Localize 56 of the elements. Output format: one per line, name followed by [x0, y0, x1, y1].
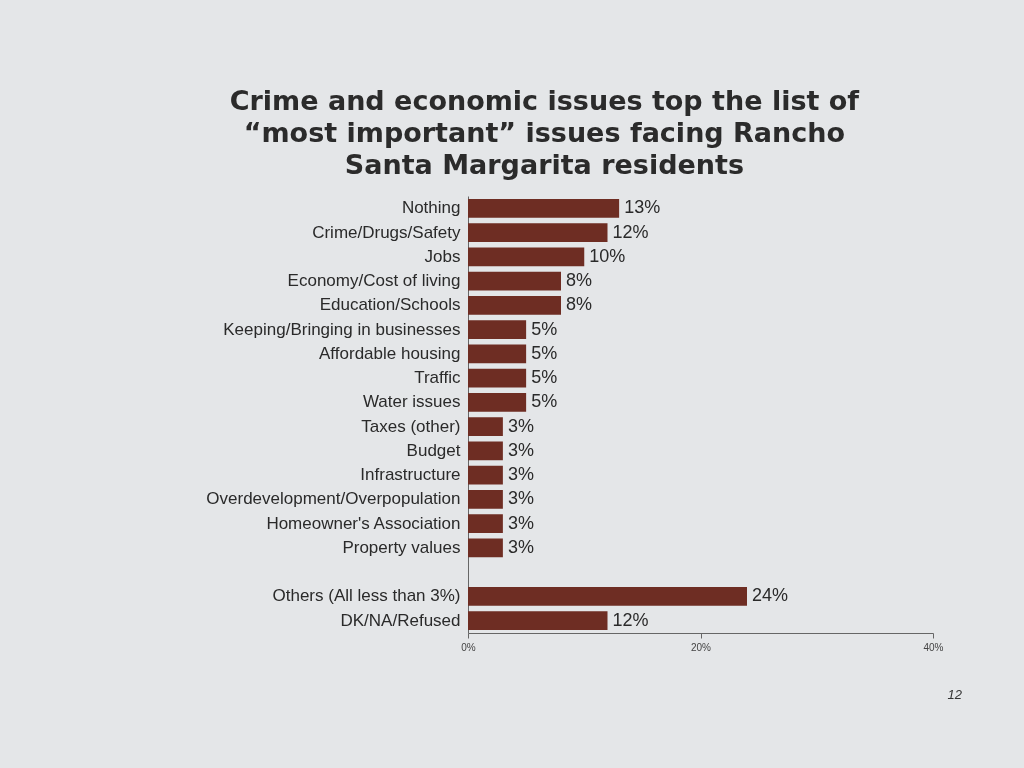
bar — [468, 489, 503, 509]
data-label: 24% — [752, 585, 789, 606]
bar — [468, 223, 608, 243]
data-label: 8% — [566, 294, 593, 315]
data-label: 5% — [531, 342, 558, 363]
chart-title: Crime and economic issues top the list of “most important” issues facing Rancho Santa Margarita residents — [229, 85, 860, 180]
text: 12 — [947, 687, 962, 702]
bar — [468, 514, 503, 534]
bar — [468, 611, 608, 631]
x-tick-label: 20% — [690, 641, 712, 653]
y-tick-label: Others (All less than 3%) — [272, 586, 461, 606]
data-label: 3% — [507, 415, 534, 436]
y-tick-label: Keeping/Bringing in businesses — [223, 319, 461, 339]
bar — [468, 368, 527, 388]
y-tick-label: Water issues — [362, 392, 461, 412]
data-label: 8% — [566, 270, 593, 291]
y-tick-label: Property values — [342, 537, 461, 557]
y-tick-label: Overdevelopment/Overpopulation — [206, 489, 461, 509]
data-label: 10% — [589, 245, 626, 266]
bar — [468, 344, 527, 364]
data-label: 12% — [612, 609, 649, 630]
y-tick-label: Jobs — [424, 246, 461, 266]
x-tick-label: 0% — [461, 641, 476, 653]
y-tick-label: Budget — [406, 440, 461, 460]
y-tick-label: Infrastructure — [360, 465, 461, 485]
bar — [468, 247, 585, 267]
y-tick-label: Homeowner's Association — [266, 513, 461, 533]
data-label: 3% — [507, 512, 534, 533]
y-tick-label: Traffic — [414, 368, 461, 388]
bar — [468, 392, 527, 412]
data-label: 5% — [531, 391, 558, 412]
y-tick-label: DK/NA/Refused — [340, 610, 461, 630]
y-tick-label: Affordable housing — [319, 343, 461, 363]
x-tick-label: 40% — [923, 641, 944, 653]
data-label: 12% — [612, 221, 649, 242]
y-tick-label: Taxes (other) — [361, 416, 461, 436]
bar — [468, 441, 503, 461]
data-label: 5% — [531, 318, 558, 339]
data-label: 3% — [507, 464, 534, 485]
data-label: 5% — [531, 367, 558, 388]
y-tick-label: Economy/Cost of living — [287, 271, 461, 291]
bar — [468, 586, 747, 606]
bar — [468, 198, 620, 218]
y-tick-label: Education/Schools — [319, 295, 461, 315]
y-tick-label: Crime/Drugs/Safety — [312, 222, 461, 242]
data-label: 3% — [507, 439, 534, 460]
data-label: 3% — [507, 488, 534, 509]
data-label: 13% — [624, 197, 661, 218]
bar — [468, 320, 527, 340]
bar — [468, 295, 561, 315]
y-tick-label: Nothing — [401, 198, 461, 218]
bar — [468, 271, 561, 291]
bar — [468, 465, 503, 485]
bar — [468, 538, 503, 558]
bar — [468, 417, 503, 437]
data-label: 3% — [507, 536, 534, 557]
